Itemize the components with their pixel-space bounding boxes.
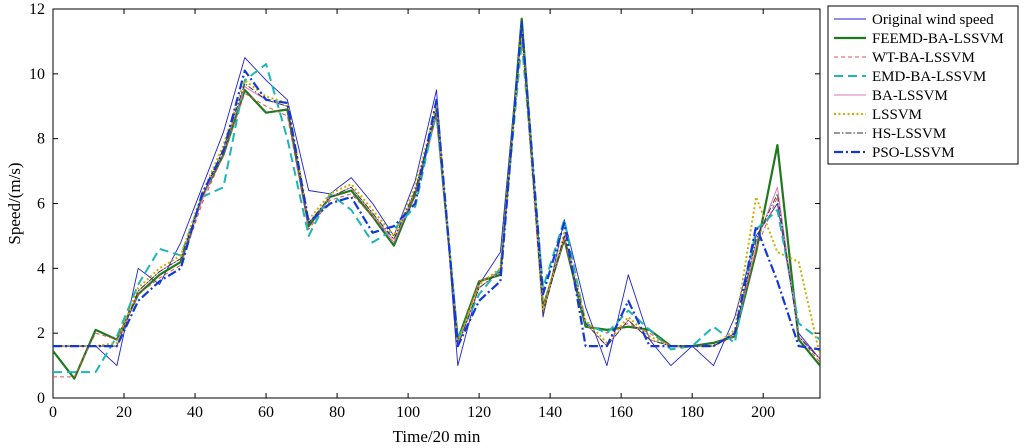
y-tick-label: 10 [29, 66, 45, 83]
y-tick-label: 12 [29, 1, 45, 18]
x-tick-label: 140 [538, 404, 562, 421]
series-line-pso-lssvm [53, 20, 820, 351]
legend-label: Original wind speed [872, 12, 994, 28]
y-tick-label: 4 [37, 260, 45, 277]
series-layer [53, 17, 820, 380]
legend-label: HS-LSSVM [872, 126, 946, 142]
x-tick-label: 0 [49, 404, 57, 421]
legend-label: WT-BA-LSSVM [872, 50, 975, 66]
legend-label: LSSVM [872, 107, 922, 123]
x-tick-label: 180 [680, 404, 704, 421]
legend-label: PSO-LSSVM [872, 145, 955, 161]
y-tick-label: 6 [37, 196, 45, 213]
x-tick-label: 200 [751, 404, 775, 421]
y-tick-label: 2 [37, 325, 45, 342]
legend-label: EMD-BA-LSSVM [872, 69, 986, 85]
x-tick-label: 100 [396, 404, 420, 421]
x-tick-label: 160 [609, 404, 633, 421]
axes: 0 20 40 60 80 100 120 140 160 180 200 0 2 4 6 8 10 12 [29, 1, 820, 421]
y-tick-label: 8 [37, 131, 45, 148]
legend-label: BA-LSSVM [872, 88, 948, 104]
legend-box [827, 5, 1019, 165]
y-tick-label: 0 [37, 390, 45, 407]
x-tick-label: 60 [258, 404, 274, 421]
x-tick-label: 80 [329, 404, 345, 421]
x-axis-label: Time/20 min [393, 427, 481, 446]
y-axis-label: Speed/(m/s) [5, 162, 24, 244]
x-tick-label: 20 [116, 404, 132, 421]
x-tick-label: 120 [467, 404, 491, 421]
legend-label: FEEMD-BA-LSSVM [872, 31, 1004, 47]
legend: Original wind speed FEEMD-BA-LSSVM WT-BA-L… [827, 5, 1019, 165]
x-tick-label: 40 [187, 404, 203, 421]
